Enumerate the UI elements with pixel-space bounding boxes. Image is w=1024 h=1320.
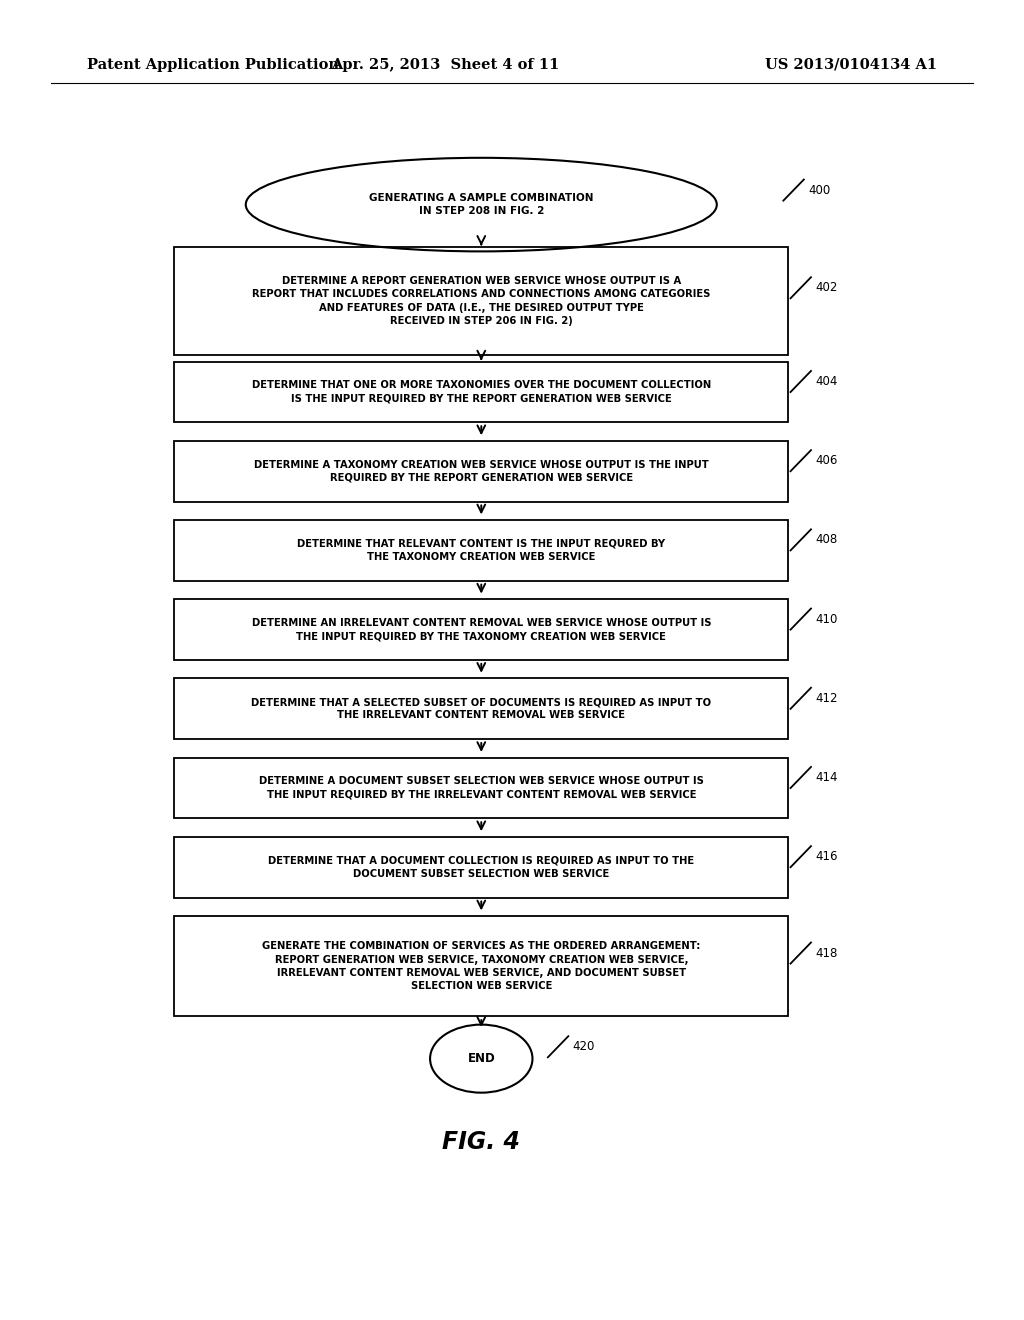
Text: 416: 416 xyxy=(815,850,838,863)
Text: DETERMINE A DOCUMENT SUBSET SELECTION WEB SERVICE WHOSE OUTPUT IS
THE INPUT REQU: DETERMINE A DOCUMENT SUBSET SELECTION WE… xyxy=(259,776,703,800)
Text: Apr. 25, 2013  Sheet 4 of 11: Apr. 25, 2013 Sheet 4 of 11 xyxy=(331,58,560,71)
Bar xyxy=(174,599,788,660)
Text: 408: 408 xyxy=(815,533,838,546)
Text: US 2013/0104134 A1: US 2013/0104134 A1 xyxy=(765,58,937,71)
Text: 404: 404 xyxy=(815,375,838,388)
Text: 400: 400 xyxy=(808,183,830,197)
Text: DETERMINE THAT A SELECTED SUBSET OF DOCUMENTS IS REQUIRED AS INPUT TO
THE IRRELE: DETERMINE THAT A SELECTED SUBSET OF DOCU… xyxy=(251,697,712,721)
Bar xyxy=(174,520,788,581)
Text: END: END xyxy=(467,1052,496,1065)
Text: 418: 418 xyxy=(815,946,838,960)
Text: 420: 420 xyxy=(572,1040,595,1053)
Text: FIG. 4: FIG. 4 xyxy=(442,1130,520,1154)
Text: 410: 410 xyxy=(815,612,838,626)
Text: DETERMINE THAT ONE OR MORE TAXONOMIES OVER THE DOCUMENT COLLECTION
IS THE INPUT : DETERMINE THAT ONE OR MORE TAXONOMIES OV… xyxy=(252,380,711,404)
Bar xyxy=(174,247,788,355)
Bar xyxy=(174,837,788,898)
Text: DETERMINE AN IRRELEVANT CONTENT REMOVAL WEB SERVICE WHOSE OUTPUT IS
THE INPUT RE: DETERMINE AN IRRELEVANT CONTENT REMOVAL … xyxy=(252,618,711,642)
Text: GENERATING A SAMPLE COMBINATION
IN STEP 208 IN FIG. 2: GENERATING A SAMPLE COMBINATION IN STEP … xyxy=(369,193,594,216)
Bar xyxy=(174,362,788,422)
Text: Patent Application Publication: Patent Application Publication xyxy=(87,58,339,71)
Bar xyxy=(174,916,788,1016)
Text: 406: 406 xyxy=(815,454,838,467)
Text: DETERMINE THAT RELEVANT CONTENT IS THE INPUT REQURED BY
THE TAXONOMY CREATION WE: DETERMINE THAT RELEVANT CONTENT IS THE I… xyxy=(297,539,666,562)
Text: 402: 402 xyxy=(815,281,838,294)
Text: DETERMINE A REPORT GENERATION WEB SERVICE WHOSE OUTPUT IS A
REPORT THAT INCLUDES: DETERMINE A REPORT GENERATION WEB SERVIC… xyxy=(252,276,711,326)
Text: DETERMINE THAT A DOCUMENT COLLECTION IS REQUIRED AS INPUT TO THE
DOCUMENT SUBSET: DETERMINE THAT A DOCUMENT COLLECTION IS … xyxy=(268,855,694,879)
Bar xyxy=(174,678,788,739)
Text: 414: 414 xyxy=(815,771,838,784)
Bar xyxy=(174,758,788,818)
Bar xyxy=(174,441,788,502)
Text: 412: 412 xyxy=(815,692,838,705)
Text: DETERMINE A TAXONOMY CREATION WEB SERVICE WHOSE OUTPUT IS THE INPUT
REQUIRED BY : DETERMINE A TAXONOMY CREATION WEB SERVIC… xyxy=(254,459,709,483)
Text: GENERATE THE COMBINATION OF SERVICES AS THE ORDERED ARRANGEMENT:
REPORT GENERATI: GENERATE THE COMBINATION OF SERVICES AS … xyxy=(262,941,700,991)
